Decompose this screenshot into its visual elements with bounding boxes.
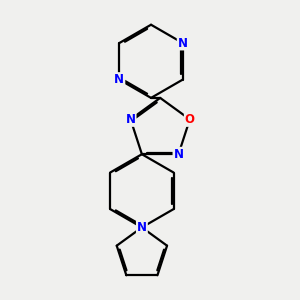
Text: N: N [137, 221, 147, 234]
Text: N: N [173, 148, 184, 161]
Text: N: N [126, 113, 136, 126]
Text: O: O [185, 113, 195, 126]
Text: N: N [178, 37, 188, 50]
Text: N: N [114, 73, 124, 86]
